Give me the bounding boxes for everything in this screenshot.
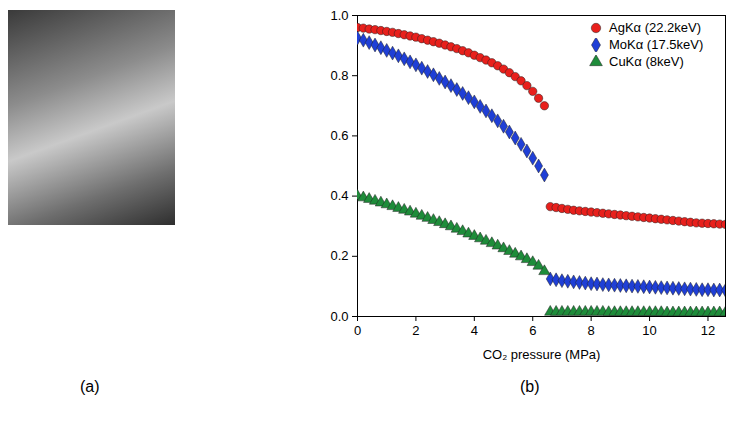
- html-text:AgKα (22.2keV): AgKα (22.2keV): [609, 20, 702, 35]
- html-text:(a): (a): [80, 378, 100, 395]
- svg-text:0.6: 0.6: [330, 128, 348, 143]
- svg-text:10: 10: [642, 323, 656, 338]
- svg-text:0.2: 0.2: [330, 248, 348, 263]
- svg-text:2: 2: [412, 323, 419, 338]
- svg-text:6: 6: [529, 323, 536, 338]
- svg-text:1.0: 1.0: [330, 8, 348, 23]
- svg-text:0.4: 0.4: [330, 188, 348, 203]
- svg-text:0.0: 0.0: [330, 309, 348, 324]
- svg-text:0: 0: [354, 323, 361, 338]
- svg-text:12: 12: [701, 323, 715, 338]
- svg-text:CO₂ pressure (MPa): CO₂ pressure (MPa): [483, 347, 601, 362]
- svg-text:4: 4: [471, 323, 478, 338]
- html-text:MoKα (17.5keV): MoKα (17.5keV): [609, 37, 704, 52]
- html-text:CuKα (8keV): CuKα (8keV): [609, 54, 684, 69]
- svg-text:0.8: 0.8: [330, 68, 348, 83]
- svg-text:8: 8: [588, 323, 595, 338]
- html-text:(b): (b): [520, 378, 540, 395]
